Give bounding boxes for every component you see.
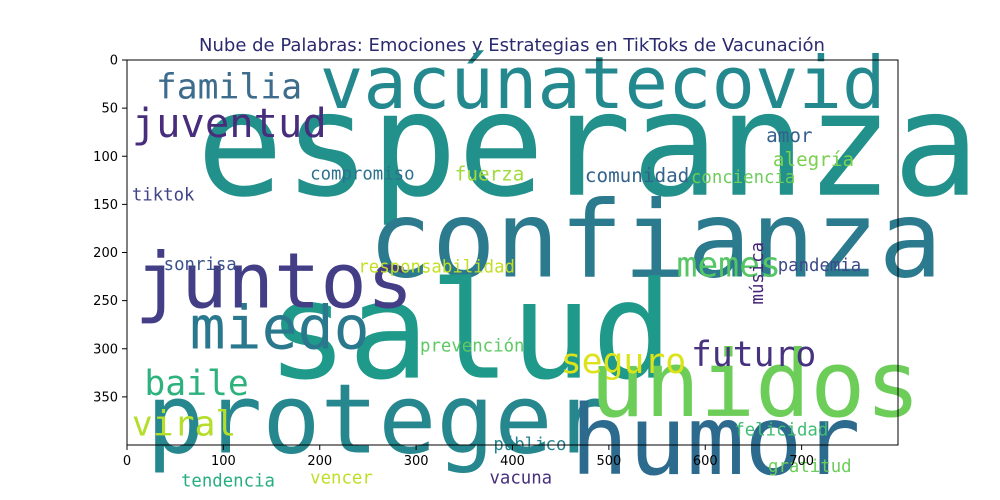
x-tick-label-100: 100 [211,454,236,469]
word-14: futuro [691,335,816,375]
word-11: juventud [132,99,327,147]
word-13: seguro [561,342,686,382]
word-26: pandemia [778,256,862,276]
word-3: confianza [368,179,942,302]
x-tick-label-600: 600 [693,454,718,469]
word-20: fuerza [455,162,525,185]
y-tick-label-350: 350 [93,390,118,405]
word-22: conciencia [691,168,795,188]
y-tick-label-200: 200 [93,246,118,261]
y-tick-label-150: 150 [93,198,118,213]
chart-title: Nube de Palabras: Emociones y Estrategia… [199,35,825,56]
word-32: vencer [310,469,373,489]
x-axis: 0 100 200 300 400 500 600 700 [123,445,814,469]
word-21: comunidad [585,164,689,187]
x-tick-label-700: 700 [789,454,814,469]
word-8: juntos [135,236,414,326]
word-12: memes [676,246,780,286]
y-tick-label-300: 300 [93,342,118,357]
word-23: tiktok [132,186,195,206]
word-28: felicidad [734,420,828,440]
word-2: vacúnatecovid [320,42,886,126]
x-tick-label-500: 500 [596,454,621,469]
word-6: humor [570,385,860,497]
word-5: proteger [146,364,610,476]
y-tick-label-100: 100 [93,150,118,165]
word-10: familia [156,68,302,108]
word-33: vacuna [489,469,552,489]
y-tick-label-50: 50 [101,102,118,117]
word-18: alegría [773,148,854,171]
y-tick-label-0: 0 [110,54,118,69]
y-tick-label-250: 250 [93,294,118,309]
word-27: prevención [420,337,524,357]
word-1: esperanza [196,62,979,230]
x-tick-label-0: 0 [123,454,131,469]
x-tick-label-300: 300 [404,454,429,469]
word-4: salud [267,253,673,410]
word-30: gratitud [768,457,852,477]
word-7: unidos [590,331,921,438]
y-axis: 0 50 100 150 200 250 300 350 [93,54,127,405]
word-31: tendencia [181,471,275,491]
x-tick-label-200: 200 [307,454,332,469]
word-15: baile [144,364,248,404]
word-24: sonrisa [164,255,237,275]
plot-background [127,60,898,445]
word-25: responsabilidad [358,258,515,278]
word-17: amor [766,124,812,147]
word-9: miedo [190,295,370,364]
x-tick-label-400: 400 [500,454,525,469]
word-16: viral [132,404,236,444]
word-19: compromiso [310,164,414,184]
vertical-word-1: música [748,242,768,305]
